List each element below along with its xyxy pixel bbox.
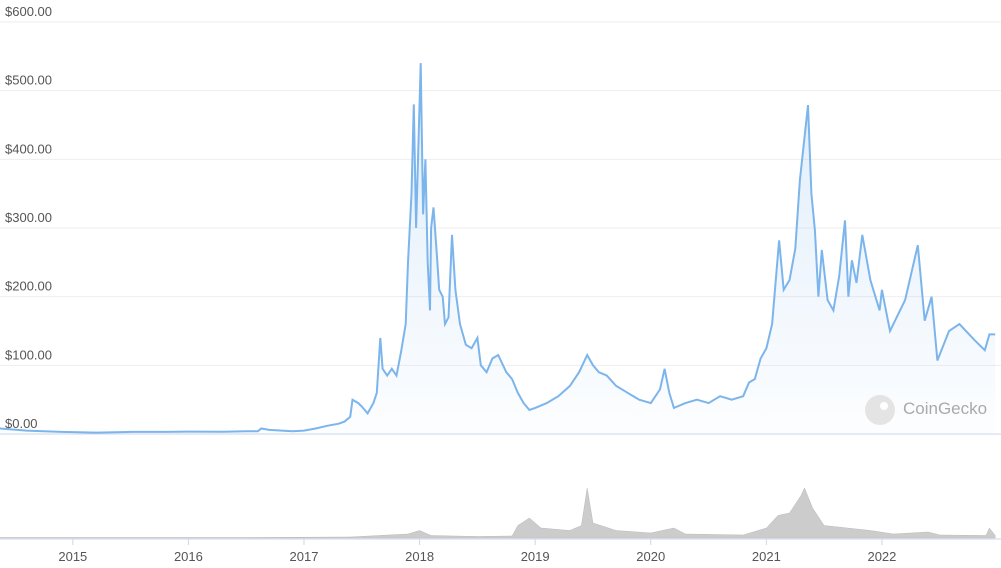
y-tick-label: $400.00	[5, 141, 52, 156]
volume-area	[0, 487, 996, 539]
price-line	[0, 63, 996, 434]
watermark-text: CoinGecko	[903, 399, 987, 418]
y-tick-label: $600.00	[5, 4, 52, 19]
y-tick-label: $200.00	[5, 279, 52, 294]
x-tick-label: 2020	[636, 549, 665, 564]
y-tick-label: $300.00	[5, 210, 52, 225]
x-tick-label: 2017	[290, 549, 319, 564]
x-tick-label: 2018	[405, 549, 434, 564]
y-tick-label: $0.00	[5, 416, 38, 431]
y-tick-label: $500.00	[5, 73, 52, 88]
x-tick-label: 2022	[867, 549, 896, 564]
x-tick-label: 2019	[521, 549, 550, 564]
watermark: CoinGecko	[865, 395, 987, 425]
y-tick-label: $100.00	[5, 347, 52, 362]
x-tick-label: 2021	[752, 549, 781, 564]
x-tick-label: 2015	[58, 549, 87, 564]
x-tick-label: 2016	[174, 549, 203, 564]
